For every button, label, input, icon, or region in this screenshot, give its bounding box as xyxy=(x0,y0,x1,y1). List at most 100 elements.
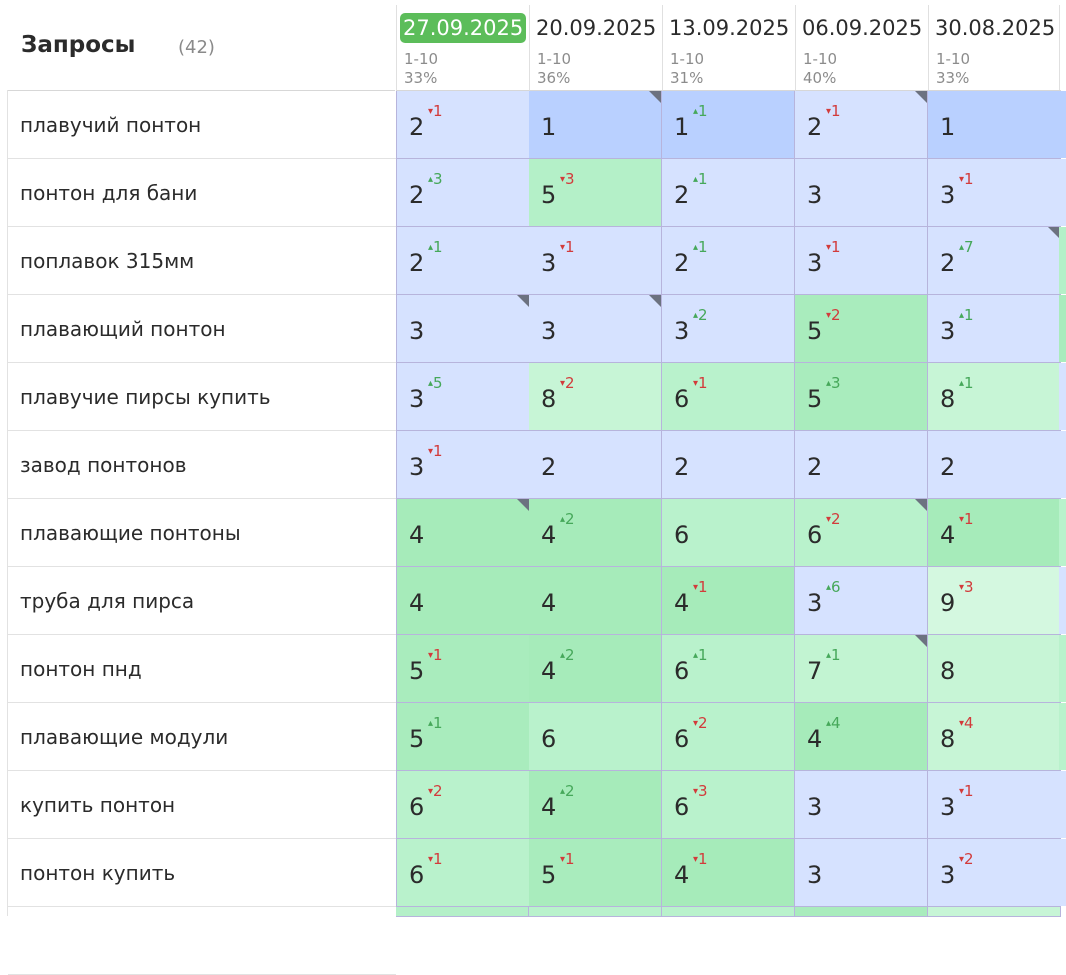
position-cell[interactable]: 2 ▴1 xyxy=(396,227,530,295)
position-cell[interactable]: 6 xyxy=(662,499,795,567)
column-percent: 31% xyxy=(670,69,704,87)
position-cell[interactable]: 4 xyxy=(396,499,530,567)
position-cell[interactable]: 5 ▴3 xyxy=(795,363,928,431)
position-cell[interactable]: 3 ▾2 xyxy=(928,839,1061,907)
position-cell[interactable]: 2 ▾1 xyxy=(396,91,530,159)
query-row-label[interactable]: понтон купить xyxy=(8,839,396,907)
position-cell[interactable]: 2 xyxy=(795,431,928,499)
position-cell[interactable]: 3 ▾1 xyxy=(795,227,928,295)
query-row-label[interactable]: поплавок 315мм xyxy=(8,227,396,295)
position-cell[interactable]: 4 ▴2 xyxy=(529,499,662,567)
column-header-date[interactable]: 20.09.2025 1-10 36% xyxy=(529,5,662,91)
column-header-date[interactable]: 13.09.2025 1-10 31% xyxy=(662,5,795,91)
position-cell[interactable]: 4 ▾1 xyxy=(662,567,795,635)
position-cell[interactable]: 5 ▴1 xyxy=(396,703,530,771)
position-cell[interactable]: 6 ▾2 xyxy=(662,703,795,771)
column-date[interactable]: 06.09.2025 xyxy=(802,16,923,40)
position-cell[interactable]: 2 xyxy=(662,431,795,499)
position-cell[interactable]: 6 ▾1 xyxy=(396,839,530,907)
position-cell[interactable]: 9 ▾3 xyxy=(928,567,1061,635)
position-cell[interactable]: 3 xyxy=(396,295,530,363)
position-cell[interactable]: 6 ▾3 xyxy=(662,771,795,839)
delta-value: 2 xyxy=(698,306,708,324)
position-cell[interactable]: 4 ▾1 xyxy=(928,499,1061,567)
position-cell[interactable]: 3 ▴1 xyxy=(928,295,1061,363)
query-row-label[interactable]: плавучий понтон xyxy=(8,91,396,159)
query-row-label[interactable]: труба для пирса xyxy=(8,567,396,635)
position-cell[interactable]: 6 ▾2 xyxy=(396,771,530,839)
position-cell[interactable]: 5 ▾2 xyxy=(795,295,928,363)
position-cell[interactable]: 2 ▾1 xyxy=(795,91,928,159)
arrow-down-icon: ▾ xyxy=(428,446,434,457)
position-cell[interactable]: 3 ▴2 xyxy=(662,295,795,363)
position-cell[interactable]: 6 xyxy=(529,703,662,771)
position-cell[interactable]: 1 xyxy=(529,91,662,159)
position-cell[interactable]: 2 ▴7 xyxy=(928,227,1061,295)
position-cell[interactable]: 2 ▴1 xyxy=(662,227,795,295)
position-cell[interactable]: 6 ▾2 xyxy=(795,499,928,567)
query-row-label[interactable]: плавающие модули xyxy=(8,703,396,771)
partial-cell xyxy=(1059,839,1066,906)
position-cell[interactable]: 3 ▴6 xyxy=(795,567,928,635)
drop-indicator: ▾2 xyxy=(560,375,575,392)
position-cell[interactable]: 3 ▾1 xyxy=(928,159,1061,227)
position-cell[interactable]: 2 ▴1 xyxy=(662,159,795,227)
position-cell[interactable]: 8 xyxy=(928,635,1061,703)
position-cell[interactable]: 3 xyxy=(795,839,928,907)
query-row-label[interactable]: завод понтонов xyxy=(8,431,396,499)
position-cell[interactable]: 3 ▴5 xyxy=(396,363,530,431)
query-text: плавучий понтон xyxy=(20,113,202,137)
query-row-label[interactable]: понтон пнд xyxy=(8,635,396,703)
position-cell[interactable]: 4 ▴2 xyxy=(529,771,662,839)
drop-indicator: ▾3 xyxy=(560,171,575,188)
position-cell[interactable]: 8 ▴1 xyxy=(928,363,1061,431)
query-row-label[interactable]: плавающие понтоны xyxy=(8,499,396,567)
delta-value: 3 xyxy=(565,170,575,188)
delta-value: 1 xyxy=(565,850,575,868)
position-cell[interactable]: 3 xyxy=(795,771,928,839)
drop-indicator: ▾2 xyxy=(826,511,841,528)
arrow-up-icon: ▴ xyxy=(428,718,434,729)
partial-cell xyxy=(1059,159,1066,226)
delta-value: 1 xyxy=(964,782,974,800)
column-date[interactable]: 20.09.2025 xyxy=(536,16,657,40)
position-cell[interactable]: 2 ▴3 xyxy=(396,159,530,227)
query-row-label[interactable]: понтон для бани xyxy=(8,159,396,227)
query-row-label[interactable]: плавающий понтон xyxy=(8,295,396,363)
position-cell[interactable]: 6 ▾1 xyxy=(662,363,795,431)
position-cell[interactable]: 2 xyxy=(928,431,1061,499)
column-header-date[interactable]: 27.09.2025 1-10 33% xyxy=(396,5,529,91)
position-cell[interactable]: 3 ▾1 xyxy=(529,227,662,295)
arrow-down-icon: ▾ xyxy=(693,582,699,593)
position-cell[interactable]: 8 ▾2 xyxy=(529,363,662,431)
position-cell[interactable]: 4 ▴4 xyxy=(795,703,928,771)
position-cell[interactable]: 4 ▾1 xyxy=(662,839,795,907)
position-cell[interactable]: 7 ▴1 xyxy=(795,635,928,703)
column-date[interactable]: 27.09.2025 xyxy=(400,13,527,43)
position-cell[interactable]: 5 ▾3 xyxy=(529,159,662,227)
column-header-date[interactable]: 30.08.2025 1-10 33% xyxy=(928,5,1061,91)
position-cell[interactable]: 4 xyxy=(396,567,530,635)
position-cell[interactable]: 4 xyxy=(529,567,662,635)
column-date[interactable]: 30.08.2025 xyxy=(935,16,1056,40)
delta-value: 1 xyxy=(964,510,974,528)
position-cell[interactable]: 2 xyxy=(529,431,662,499)
column-header-date[interactable]: 06.09.2025 1-10 40% xyxy=(795,5,928,91)
position-cell[interactable]: 5 ▾1 xyxy=(529,839,662,907)
position-cell[interactable]: 3 ▾1 xyxy=(396,431,530,499)
position-cell[interactable]: 3 xyxy=(529,295,662,363)
position-cell[interactable]: 1 xyxy=(928,91,1061,159)
position-cell[interactable]: 8 ▾4 xyxy=(928,703,1061,771)
position-cell[interactable]: 4 ▴2 xyxy=(529,635,662,703)
page-title: Запросы xyxy=(21,32,136,58)
position-cell[interactable]: 3 xyxy=(795,159,928,227)
position-value: 3 xyxy=(409,385,425,413)
column-date[interactable]: 13.09.2025 xyxy=(669,16,790,40)
position-cell[interactable]: 5 ▾1 xyxy=(396,635,530,703)
position-cell[interactable]: 3 ▾1 xyxy=(928,771,1061,839)
position-cell[interactable]: 6 ▴1 xyxy=(662,635,795,703)
position-value: 3 xyxy=(409,317,425,345)
query-row-label[interactable]: плавучие пирсы купить xyxy=(8,363,396,431)
query-row-label[interactable]: купить понтон xyxy=(8,771,396,839)
position-cell[interactable]: 1 ▴1 xyxy=(662,91,795,159)
